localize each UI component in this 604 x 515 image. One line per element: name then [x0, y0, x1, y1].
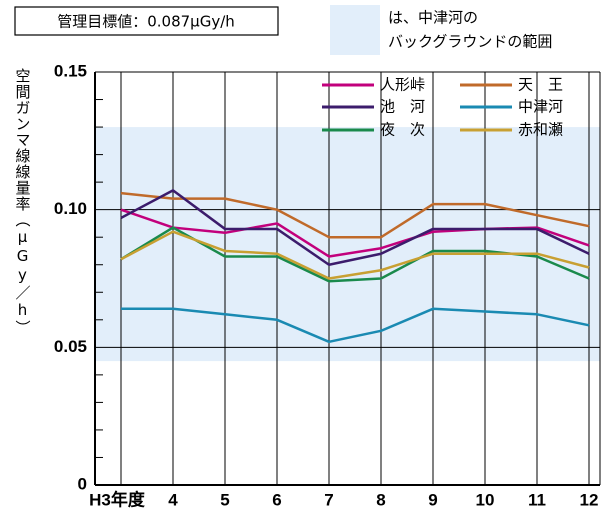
legend-label: 赤和瀬: [518, 121, 563, 139]
band-note: は、中津河の: [388, 9, 478, 27]
legend-label: 天 王: [518, 76, 563, 94]
series-line: [120, 230, 590, 280]
x-tick-label: H3年度: [89, 489, 146, 509]
x-tick-label: 4: [168, 490, 178, 509]
y-axis-label: 空間ガンマ線線量率（μGy／h）: [14, 68, 32, 336]
band-legend-patch: [330, 5, 380, 55]
legend-label: 人形峠: [380, 76, 425, 94]
y-tick-label: 0.05: [54, 337, 87, 356]
x-tick-label: 7: [324, 490, 333, 509]
y-tick-label: 0.15: [54, 61, 87, 80]
x-tick-label: 10: [476, 490, 495, 509]
series-line: [120, 191, 590, 239]
band-note: バックグラウンドの範囲: [388, 33, 552, 51]
y-tick-label: 0.10: [54, 199, 87, 218]
background-band: [95, 127, 600, 362]
x-tick-label: 12: [580, 490, 599, 509]
x-tick-label: 11: [528, 490, 546, 509]
legend-label: 中津河: [518, 98, 563, 116]
annotation: 管理目標値：0.087μGy/h: [57, 13, 235, 31]
annotation-frame: [14, 6, 279, 36]
series-line: [121, 307, 590, 344]
x-tick-label: 6: [272, 490, 281, 509]
series-line: [120, 189, 590, 266]
y-tick-label: 0: [78, 474, 87, 493]
x-tick-label: 9: [428, 490, 437, 509]
x-tick-label: 5: [220, 490, 229, 509]
legend-label: 夜 次: [380, 121, 425, 139]
legend-label: 池 河: [380, 98, 425, 116]
x-tick-label: 8: [376, 490, 385, 509]
